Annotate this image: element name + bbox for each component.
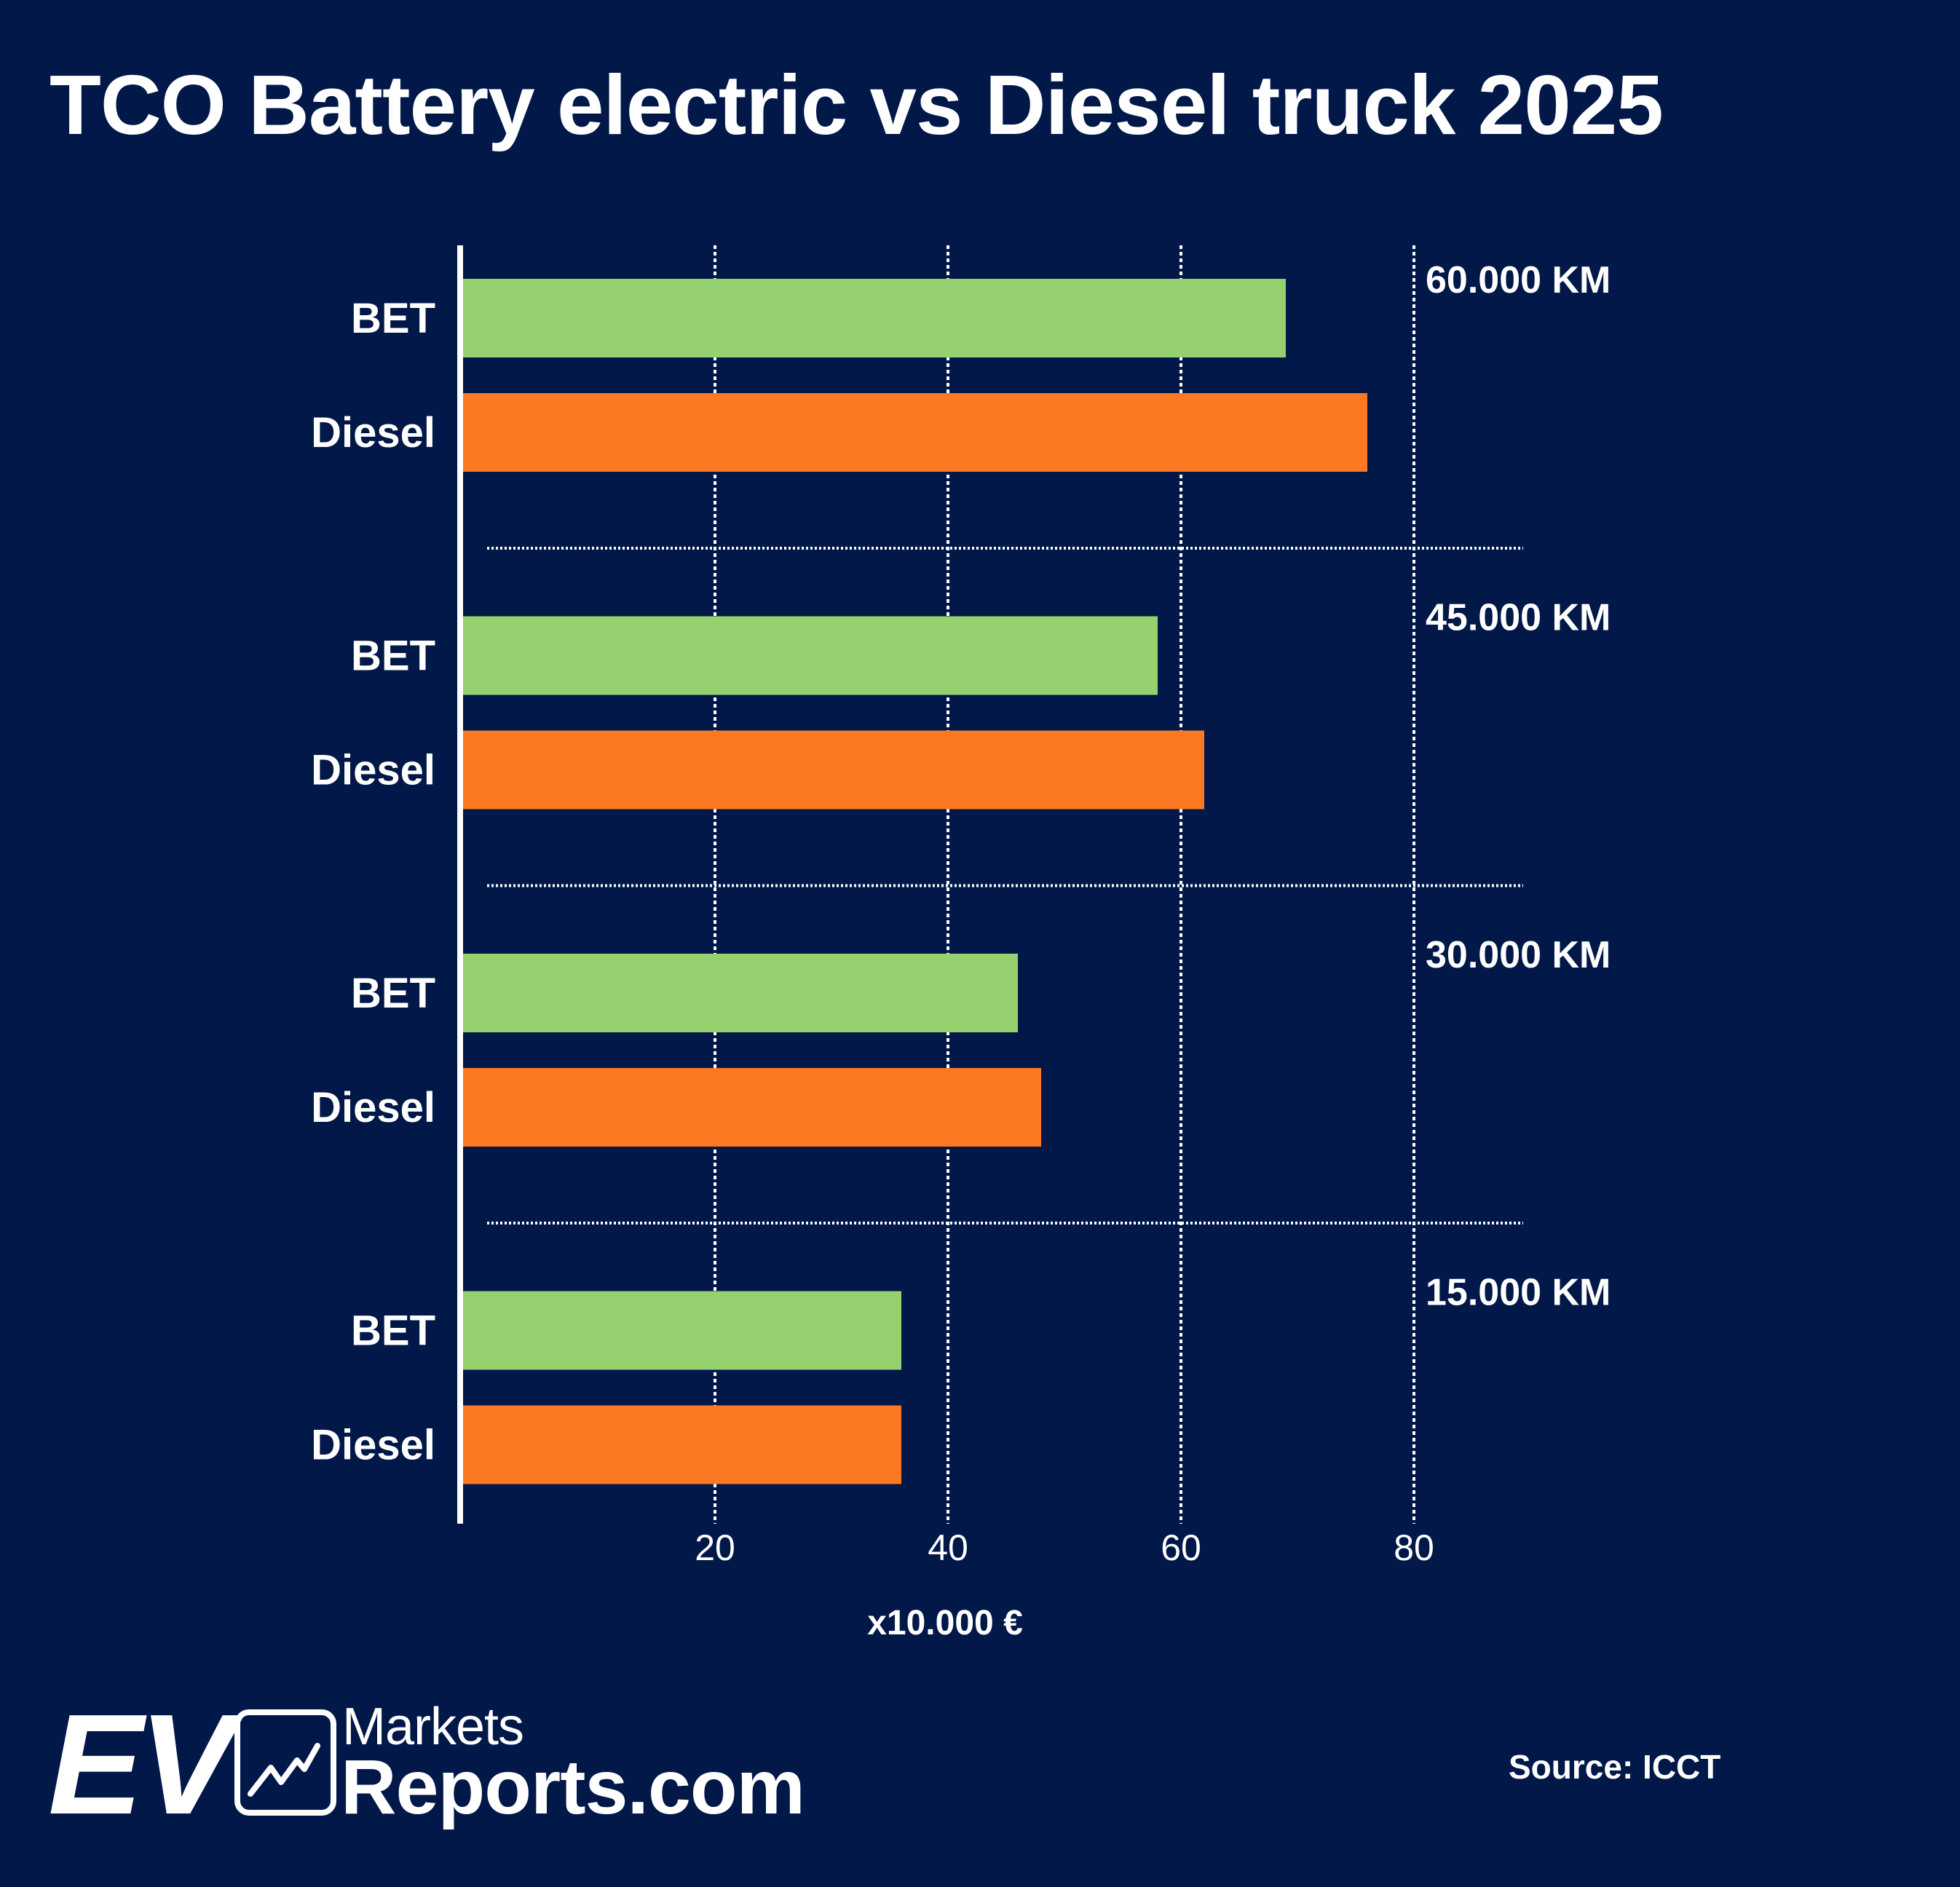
group-label: 30.000 KM xyxy=(1426,934,1611,976)
bar-diesel xyxy=(457,1068,1041,1147)
category-label: BET xyxy=(351,1308,435,1355)
source-note: Source: ICCT xyxy=(1509,1748,1721,1786)
bar-diesel xyxy=(457,1405,901,1484)
category-label: Diesel xyxy=(311,747,435,794)
bar-bet xyxy=(457,279,1286,357)
logo-reports-text: Reports.com xyxy=(341,1744,805,1830)
trend-chart-icon xyxy=(234,1709,336,1816)
chart-title: TCO Battery electric vs Diesel truck 202… xyxy=(50,58,1664,152)
x-tick-label: 20 xyxy=(695,1527,735,1568)
logo-markets-text: Markets xyxy=(342,1698,524,1756)
bar-bet xyxy=(457,1291,901,1370)
logo-ev-text: EV xyxy=(48,1685,234,1844)
bars xyxy=(457,279,1367,1484)
x-tick-label: 80 xyxy=(1394,1527,1434,1568)
category-label: BET xyxy=(351,970,435,1017)
category-label: Diesel xyxy=(311,409,435,456)
group-label: 15.000 KM xyxy=(1426,1272,1611,1314)
category-label: BET xyxy=(351,633,435,680)
bar-diesel xyxy=(457,393,1367,472)
category-label: Diesel xyxy=(311,1084,435,1131)
category-label: Diesel xyxy=(311,1422,435,1469)
x-axis-title: x10.000 € xyxy=(867,1604,1023,1642)
bar-bet xyxy=(457,954,1018,1032)
category-label: BET xyxy=(351,295,435,342)
x-tick-label: 60 xyxy=(1161,1527,1201,1568)
bar-diesel xyxy=(457,730,1204,810)
group-label: 60.000 KM xyxy=(1426,259,1611,301)
bar-bet xyxy=(457,616,1158,695)
x-tick-label: 40 xyxy=(928,1527,968,1568)
group-label: 45.000 KM xyxy=(1426,597,1611,639)
labels: 20 40 60 80 60.000 KM BET Diesel 45.000 KM BET Di… xyxy=(311,259,1611,1568)
